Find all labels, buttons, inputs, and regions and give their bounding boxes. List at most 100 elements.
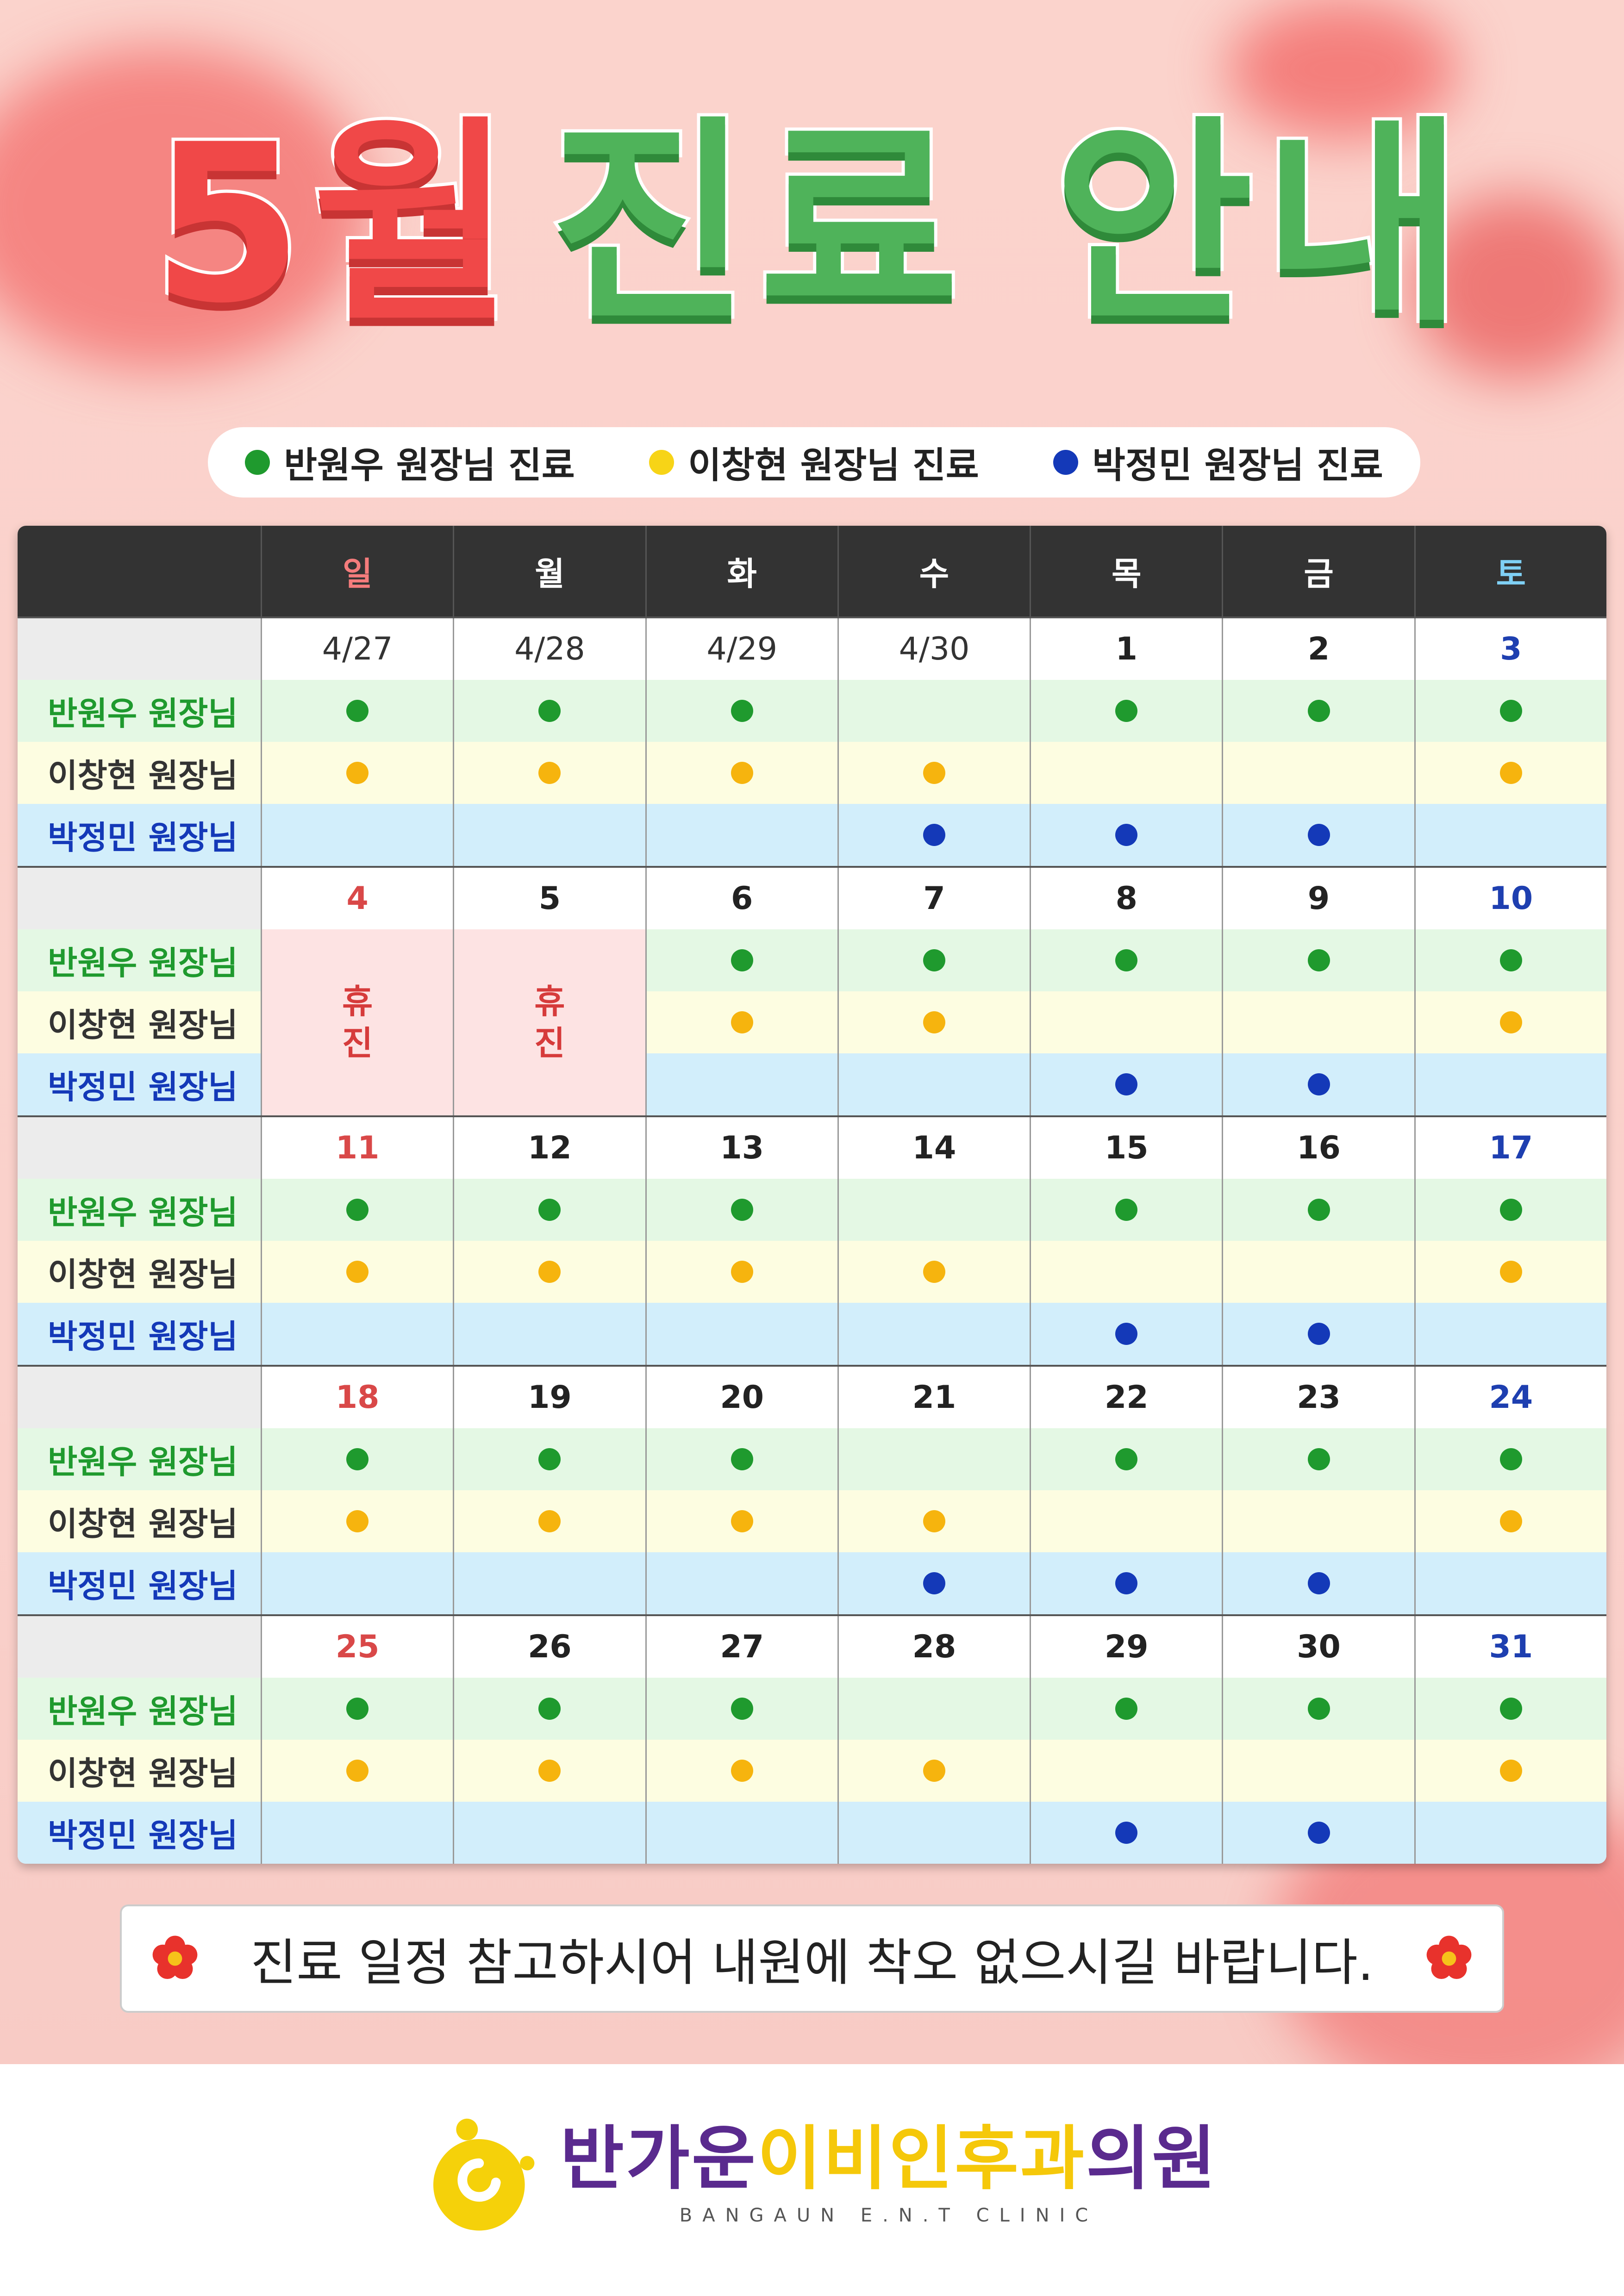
schedule-cell	[453, 1490, 645, 1552]
date: 9	[1222, 868, 1414, 929]
schedule-dot	[346, 1448, 369, 1470]
closed-cell: 휴진	[453, 929, 645, 1115]
date: 18	[261, 1367, 453, 1428]
schedule-dot	[1499, 1760, 1522, 1782]
notice: 진료 일정 참고하시어 내원에 착오 없으시길 바랍니다.	[120, 1904, 1504, 2013]
schedule-cell	[453, 742, 645, 804]
schedule-cell	[1414, 1678, 1606, 1740]
schedule-cell	[1222, 929, 1414, 991]
schedule-cell	[453, 804, 645, 866]
closed-cell: 휴진	[261, 929, 453, 1115]
doctor-label: 박정민 원장님	[18, 1303, 261, 1365]
flower-icon	[152, 1935, 198, 1979]
schedule-cell	[837, 1179, 1030, 1241]
date: 17	[1414, 1117, 1606, 1179]
schedule-cell	[1030, 1428, 1222, 1490]
schedule-dot	[1115, 1572, 1138, 1594]
schedule-dot	[1499, 1698, 1522, 1720]
doctor-label: 이창현 원장님	[18, 742, 261, 804]
week: 4 5 6 7 8 9 10 반원우 원장님 이창현 원장님 박정민 원장님 휴진 휴진	[18, 866, 1606, 1115]
schedule-dot	[923, 824, 945, 846]
schedule-cell	[1414, 1053, 1606, 1115]
title: 5월 진료 안내	[0, 112, 1624, 336]
schedule-cell	[1414, 1552, 1606, 1614]
day-header: 화	[645, 526, 837, 616]
schedule-cell	[837, 1802, 1030, 1864]
schedule-cell	[1222, 1053, 1414, 1115]
schedule-cell	[453, 680, 645, 742]
schedule-cell	[645, 1179, 837, 1241]
schedule-cell	[645, 1053, 837, 1115]
week-corner	[18, 1367, 261, 1428]
schedule-cell	[261, 680, 453, 742]
schedule-cell	[645, 929, 837, 991]
date: 11	[261, 1117, 453, 1179]
schedule-cell	[1222, 1678, 1414, 1740]
schedule-dot	[731, 1011, 753, 1033]
schedule-dot	[923, 949, 945, 971]
date: 10	[1414, 868, 1606, 929]
schedule-cell	[453, 1740, 645, 1802]
schedule-dot	[731, 1261, 753, 1283]
logo-subtitle: BANGAUN E.N.T CLINIC	[679, 2205, 1099, 2226]
day-header: 금	[1222, 526, 1414, 616]
legend-dot	[649, 450, 675, 475]
schedule-cell	[1222, 1428, 1414, 1490]
date: 4	[261, 868, 453, 929]
schedule-cell	[1414, 804, 1606, 866]
schedule-dot	[1307, 1199, 1330, 1221]
schedule-dot	[1499, 949, 1522, 971]
closed-label: 휴진	[534, 982, 565, 1063]
date: 19	[453, 1367, 645, 1428]
header-corner	[18, 526, 261, 616]
schedule-cell	[837, 742, 1030, 804]
schedule-dot	[538, 1448, 561, 1470]
week-corner	[18, 868, 261, 929]
schedule-dot	[1115, 1199, 1138, 1221]
schedule-dot	[1307, 1448, 1330, 1470]
schedule-dot	[1499, 1199, 1522, 1221]
schedule-cell	[837, 1053, 1030, 1115]
title-text: 진료 안내	[546, 98, 1473, 351]
doctor-label: 박정민 원장님	[18, 1552, 261, 1614]
day-header: 월	[453, 526, 645, 616]
date: 13	[645, 1117, 837, 1179]
schedule-dot	[923, 1510, 945, 1532]
schedule-cell	[645, 680, 837, 742]
schedule-dot	[1115, 949, 1138, 971]
day-header: 수	[837, 526, 1030, 616]
date: 5	[453, 868, 645, 929]
schedule-dot	[731, 762, 753, 784]
schedule-dot	[1115, 1323, 1138, 1345]
logo-mark	[433, 2118, 535, 2231]
week-corner	[18, 618, 261, 680]
schedule-cell	[261, 1179, 453, 1241]
schedule-cell	[1414, 1428, 1606, 1490]
legend-label: 반원우 원장님 진료	[284, 445, 575, 486]
schedule-cell	[1030, 1678, 1222, 1740]
notice-text: 진료 일정 참고하시어 내원에 착오 없으시길 바랍니다.	[250, 1934, 1374, 1992]
schedule-dot	[538, 1760, 561, 1782]
schedule-cell	[1222, 680, 1414, 742]
date: 26	[453, 1616, 645, 1678]
schedule-dot	[1499, 1448, 1522, 1470]
doctor-label: 박정민 원장님	[18, 1802, 261, 1864]
schedule-cell	[645, 1241, 837, 1303]
schedule-dot	[731, 1510, 753, 1532]
date: 4/27	[261, 618, 453, 680]
schedule-cell	[1222, 991, 1414, 1053]
schedule-cell	[837, 1241, 1030, 1303]
day-header: 목	[1030, 526, 1222, 616]
schedule-cell	[1414, 742, 1606, 804]
schedule-cell	[1222, 1802, 1414, 1864]
legend-item: 반원우 원장님 진료	[245, 436, 575, 488]
schedule-dot	[538, 762, 561, 784]
doctor-label: 이창현 원장님	[18, 1241, 261, 1303]
schedule-dot	[538, 700, 561, 722]
schedule-cell	[261, 1740, 453, 1802]
doctor-label: 반원우 원장님	[18, 680, 261, 742]
schedule-dot	[731, 949, 753, 971]
date: 4/29	[645, 618, 837, 680]
schedule-cell	[1414, 1490, 1606, 1552]
